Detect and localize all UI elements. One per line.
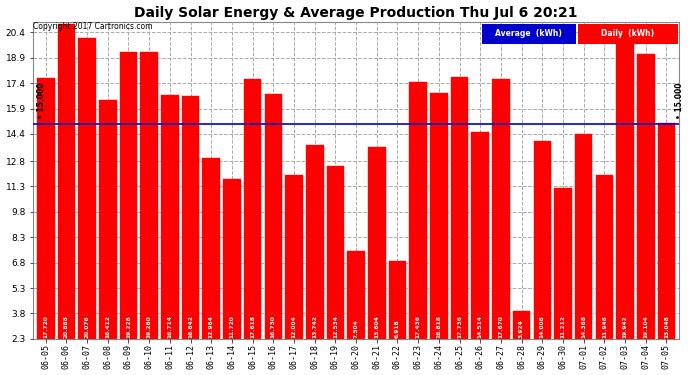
Bar <box>99 100 117 339</box>
Text: 19.228: 19.228 <box>126 315 131 338</box>
Bar <box>471 132 489 339</box>
Bar <box>533 141 551 339</box>
Bar <box>637 54 655 339</box>
Bar <box>37 78 55 339</box>
Text: 17.618: 17.618 <box>250 315 255 338</box>
Text: 17.436: 17.436 <box>415 315 421 338</box>
Text: Average  (kWh): Average (kWh) <box>495 30 562 39</box>
Text: 16.730: 16.730 <box>271 315 276 338</box>
Text: 7.504: 7.504 <box>353 320 359 338</box>
Text: 14.008: 14.008 <box>540 315 545 338</box>
Text: 19.942: 19.942 <box>622 315 628 338</box>
FancyBboxPatch shape <box>482 24 575 44</box>
Bar <box>492 78 510 339</box>
Text: 12.534: 12.534 <box>333 315 338 338</box>
Text: 11.212: 11.212 <box>560 315 566 338</box>
Text: 3.924: 3.924 <box>519 320 524 338</box>
Bar <box>409 82 427 339</box>
Text: • 15.000: • 15.000 <box>675 82 684 118</box>
Bar <box>388 261 406 339</box>
Bar <box>58 24 75 339</box>
Text: 12.964: 12.964 <box>209 315 214 338</box>
Bar <box>223 179 241 339</box>
Bar <box>554 188 572 339</box>
Bar <box>451 77 469 339</box>
Text: 14.514: 14.514 <box>477 315 483 338</box>
Text: 17.736: 17.736 <box>457 315 462 338</box>
Bar <box>430 93 448 339</box>
Bar <box>140 52 158 339</box>
Text: 19.104: 19.104 <box>643 315 649 338</box>
Bar <box>244 80 262 339</box>
Text: 15.048: 15.048 <box>664 315 669 338</box>
Text: 16.642: 16.642 <box>188 315 193 338</box>
Text: 6.918: 6.918 <box>395 320 400 338</box>
Text: 16.818: 16.818 <box>436 315 442 338</box>
Bar <box>368 147 386 339</box>
Bar <box>161 95 179 339</box>
Text: Daily  (kWh): Daily (kWh) <box>601 30 654 39</box>
Bar <box>658 123 676 339</box>
Bar <box>79 38 96 339</box>
Text: 16.714: 16.714 <box>168 315 172 338</box>
Bar <box>264 94 282 339</box>
Text: 20.888: 20.888 <box>64 315 69 338</box>
Title: Daily Solar Energy & Average Production Thu Jul 6 20:21: Daily Solar Energy & Average Production … <box>135 6 578 20</box>
Text: Copyright 2017 Cartronics.com: Copyright 2017 Cartronics.com <box>33 22 152 31</box>
Text: • 15.000: • 15.000 <box>37 82 46 118</box>
Text: 16.412: 16.412 <box>106 315 110 338</box>
Text: 19.260: 19.260 <box>147 315 152 338</box>
Bar <box>347 251 365 339</box>
Text: 13.742: 13.742 <box>312 315 317 338</box>
FancyBboxPatch shape <box>578 24 678 44</box>
Text: 11.720: 11.720 <box>230 315 235 338</box>
Bar <box>285 174 303 339</box>
Text: 17.670: 17.670 <box>498 315 504 338</box>
Text: 17.720: 17.720 <box>43 315 48 338</box>
Text: 12.004: 12.004 <box>291 315 297 338</box>
Bar <box>595 176 613 339</box>
Bar <box>326 165 344 339</box>
Bar <box>119 52 137 339</box>
Text: 14.368: 14.368 <box>581 315 586 338</box>
Text: 11.946: 11.946 <box>602 315 607 338</box>
Bar <box>181 96 199 339</box>
Bar <box>575 135 593 339</box>
Text: 20.076: 20.076 <box>85 315 90 338</box>
Bar <box>202 158 220 339</box>
Bar <box>513 311 531 339</box>
Bar <box>306 145 324 339</box>
Text: 13.604: 13.604 <box>374 315 380 338</box>
Bar <box>616 40 634 339</box>
